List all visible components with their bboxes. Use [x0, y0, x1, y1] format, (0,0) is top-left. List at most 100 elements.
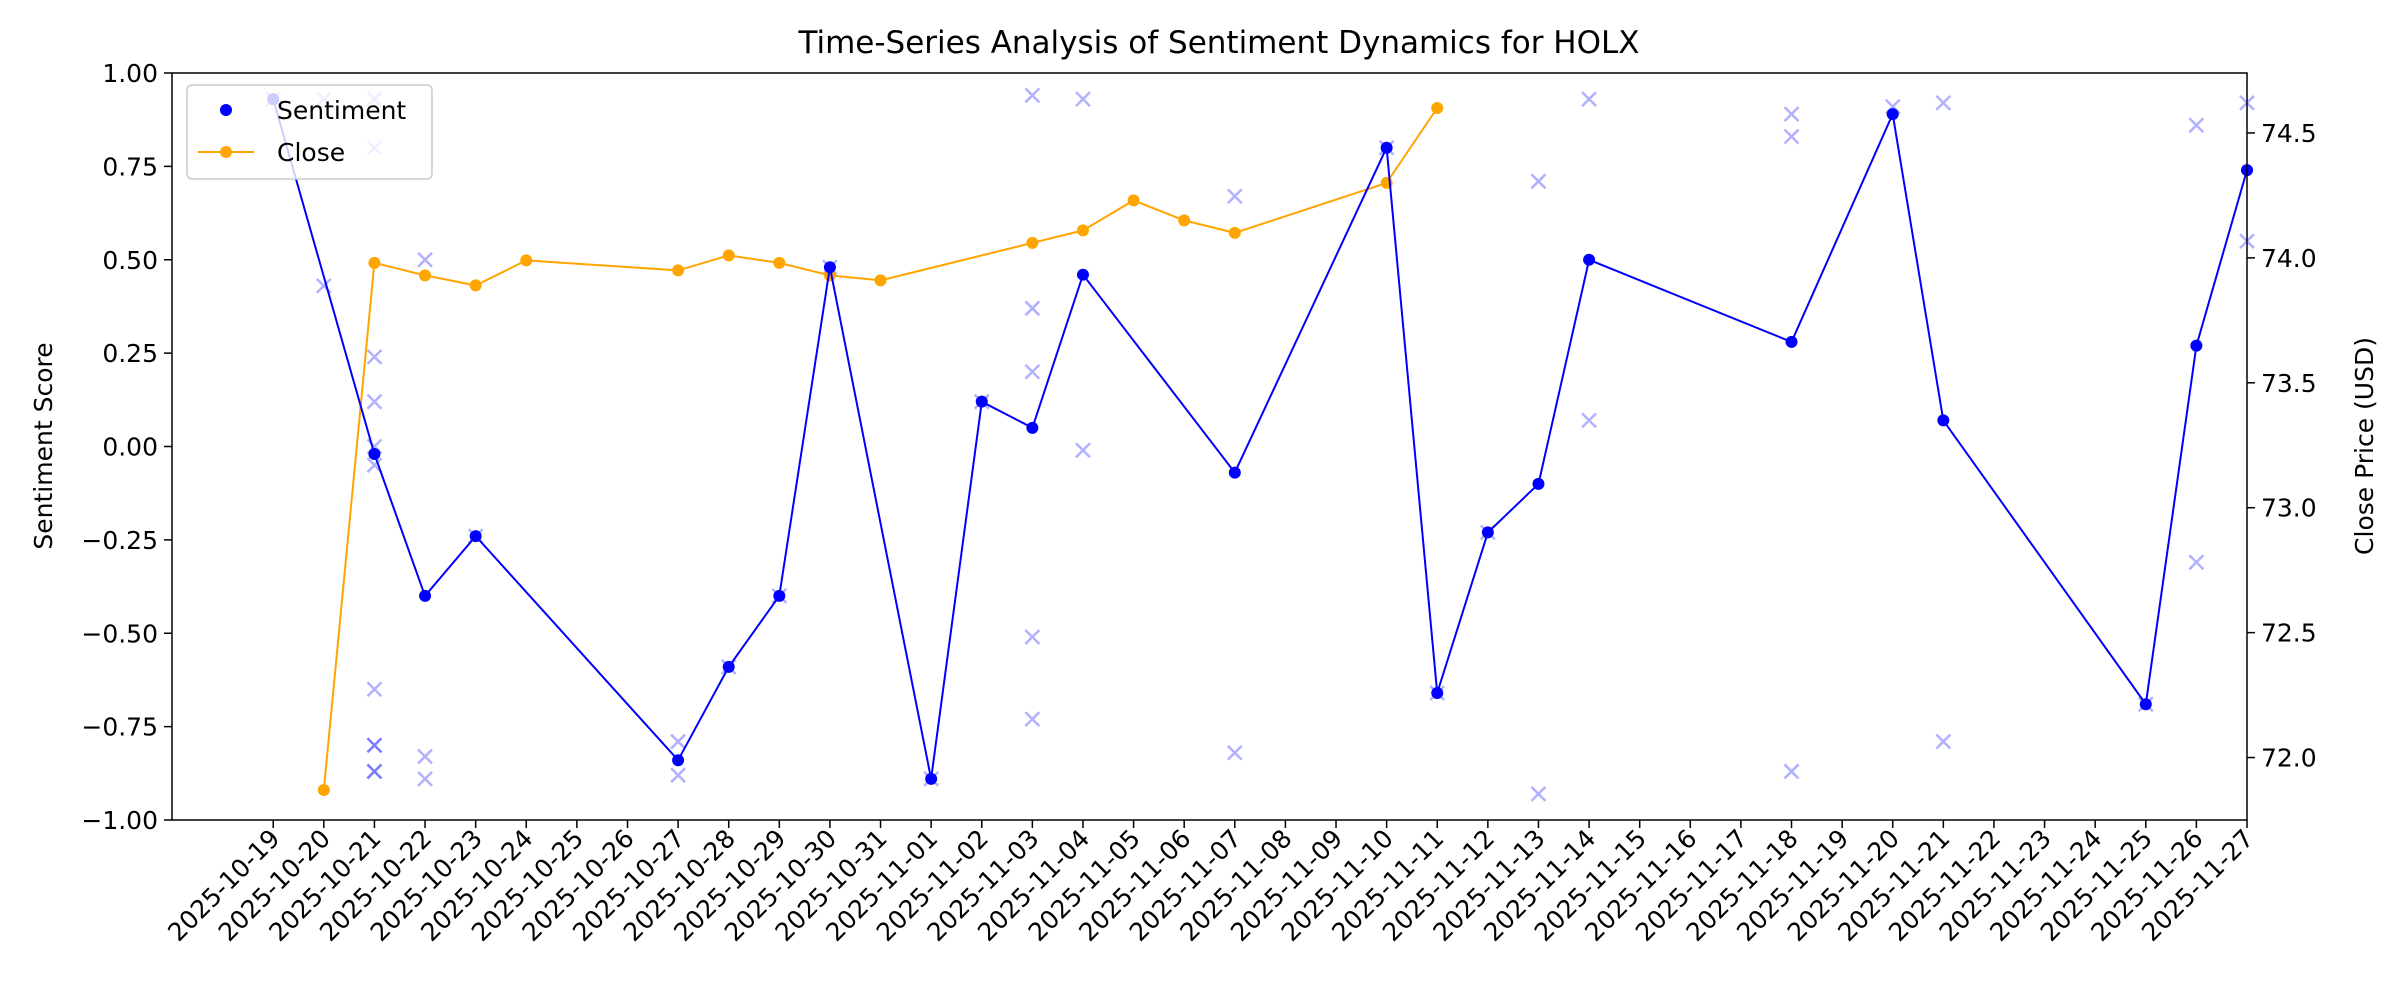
sentiment-point: [1026, 421, 1039, 434]
raw-point-stroke: [1075, 442, 1091, 459]
raw-sentiment-point: [1075, 442, 1091, 459]
raw-point-stroke: [1581, 91, 1597, 108]
sentiment-series-layer: [267, 93, 2253, 785]
sentiment-point: [975, 395, 988, 408]
raw-point-stroke: [315, 278, 332, 294]
raw-point-stroke: [366, 681, 383, 698]
raw-point-stroke: [417, 771, 433, 787]
raw-point-stroke: [1783, 763, 1800, 780]
raw-point-stroke: [1226, 188, 1243, 205]
close-point: [419, 269, 432, 282]
left-y-axis: 1.00 0.75 0.50 0.25 0.00 −0.25 −0.50 −0.75 −1.00: [81, 59, 172, 835]
sentiment-point: [1785, 335, 1798, 348]
raw-sentiment-point: [2188, 117, 2205, 134]
chart-title: Time-Series Analysis of Sentiment Dynami…: [797, 25, 1639, 61]
raw-point-stroke: [1581, 412, 1597, 429]
raw-point-stroke: [366, 737, 383, 754]
raw-sentiment-point: [670, 733, 686, 750]
raw-point-stroke: [366, 763, 383, 780]
raw-sentiment-point: [1226, 744, 1243, 761]
raw-points-layer: [265, 87, 2255, 802]
raw-point-stroke: [366, 681, 383, 698]
raw-point-stroke: [1783, 128, 1800, 145]
raw-point-stroke: [366, 737, 383, 754]
raw-sentiment-point: [1024, 87, 1041, 104]
raw-point-stroke: [1530, 173, 1547, 190]
raw-point-stroke: [417, 251, 433, 268]
sentiment-point: [672, 754, 685, 767]
raw-sentiment-point: [417, 771, 433, 787]
y-tick-label: 1.00: [102, 59, 158, 88]
raw-point-stroke: [1783, 106, 1800, 122]
raw-point-stroke: [366, 393, 383, 410]
raw-sentiment-point: [1935, 733, 1952, 750]
y2-tick-label: 73.5: [2261, 369, 2317, 398]
y-tick-label: −1.00: [81, 806, 158, 835]
raw-point-stroke: [1024, 363, 1041, 380]
legend-sentiment-label: Sentiment: [277, 96, 406, 125]
raw-point-stroke: [2188, 554, 2205, 571]
sentiment-point: [773, 589, 786, 602]
close-point: [1431, 101, 1444, 114]
y2-tick-label: 72.5: [2261, 619, 2317, 648]
raw-point-stroke: [670, 733, 686, 750]
raw-sentiment-point: [417, 748, 433, 765]
raw-point-stroke: [1226, 744, 1243, 761]
x-axis: 2025-10-192025-10-202025-10-212025-10-22…: [162, 820, 2259, 947]
sentiment-point: [1481, 526, 1494, 539]
close-point: [722, 249, 735, 262]
raw-sentiment-point: [1783, 763, 1800, 780]
raw-point-stroke: [1075, 91, 1091, 108]
legend: Sentiment Close: [186, 84, 433, 180]
raw-sentiment-point: [417, 251, 433, 268]
raw-point-stroke: [1024, 711, 1041, 728]
raw-point-stroke: [1935, 733, 1952, 750]
raw-point-stroke: [366, 737, 383, 754]
y2-tick-label: 72.0: [2261, 744, 2317, 773]
y2-tick-label: 73.0: [2261, 494, 2317, 523]
raw-sentiment-point: [366, 348, 383, 365]
raw-sentiment-point: [1581, 91, 1597, 108]
sentiment-point: [2139, 698, 2152, 711]
raw-sentiment-point: [1581, 412, 1597, 429]
close-point: [1228, 226, 1241, 239]
raw-point-stroke: [1783, 128, 1800, 145]
sentiment-point: [2190, 339, 2203, 352]
close-point: [469, 279, 482, 292]
close-point: [874, 274, 887, 287]
raw-sentiment-point: [1024, 363, 1041, 380]
sentiment-point: [1937, 414, 1950, 427]
raw-point-stroke: [1226, 188, 1243, 205]
raw-sentiment-point: [1024, 711, 1041, 728]
raw-point-stroke: [366, 348, 383, 365]
plot-frame: [171, 72, 2248, 821]
close-point: [1127, 194, 1140, 207]
raw-sentiment-point: [366, 681, 383, 698]
raw-point-stroke: [1530, 785, 1547, 802]
raw-sentiment-point: [1226, 188, 1243, 205]
raw-point-stroke: [2188, 554, 2205, 571]
raw-point-stroke: [670, 767, 686, 784]
raw-point-stroke: [366, 763, 383, 780]
raw-sentiment-point: [1783, 128, 1800, 145]
raw-point-stroke: [1024, 300, 1041, 317]
raw-point-stroke: [1024, 363, 1041, 380]
sentiment-point: [1532, 477, 1545, 490]
sentiment-point: [1380, 141, 1393, 154]
sentiment-point: [722, 660, 735, 673]
sentiment-point: [925, 772, 938, 785]
raw-sentiment-point: [2188, 554, 2205, 571]
y-tick-label: 0.75: [102, 152, 158, 181]
raw-sentiment-point: [1075, 91, 1091, 108]
raw-point-stroke: [1075, 91, 1091, 108]
raw-point-stroke: [417, 251, 433, 268]
y-axis-label: Sentiment Score: [29, 342, 58, 549]
sentiment-point: [1886, 108, 1899, 121]
raw-sentiment-point: [366, 737, 383, 754]
raw-point-stroke: [1024, 629, 1041, 645]
raw-point-stroke: [417, 771, 433, 787]
y-tick-label: 0.25: [102, 339, 158, 368]
raw-sentiment-point: [1024, 629, 1041, 645]
